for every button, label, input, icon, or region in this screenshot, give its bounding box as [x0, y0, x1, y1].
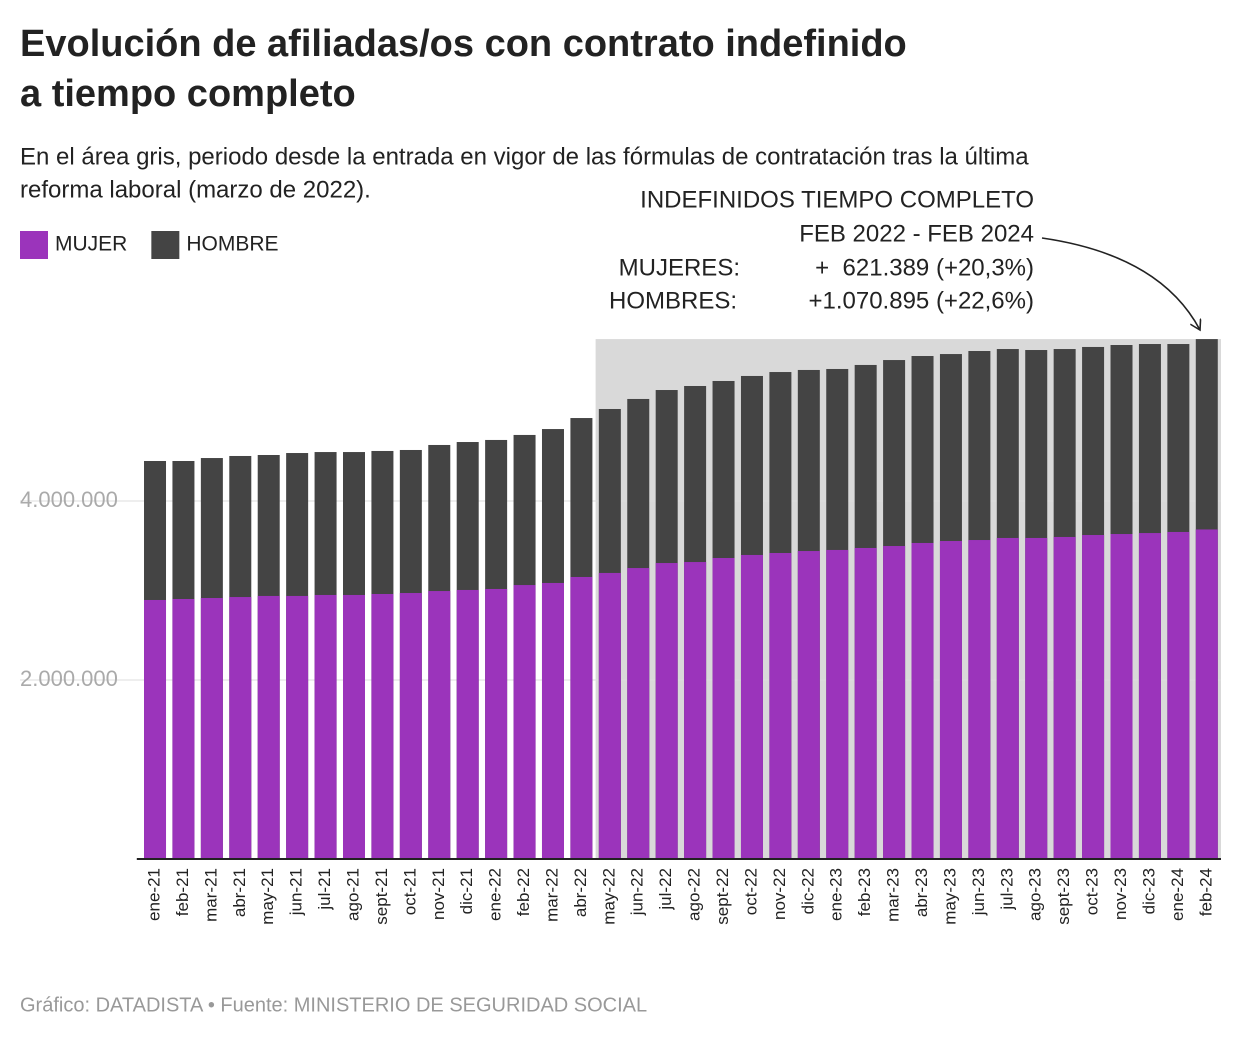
y-tick-label: 4.000.000 [20, 487, 118, 512]
bar [200, 598, 223, 859]
bar [911, 542, 934, 859]
x-tick-label: ene-22 [486, 868, 505, 921]
chart-title: Evolución de afiliadas/os con contrato i… [20, 23, 907, 65]
y-tick-label: 2.000.000 [20, 666, 118, 691]
x-tick-label: nov-22 [770, 868, 789, 920]
annotation: INDEFINIDOS TIEMPO COMPLETO [640, 186, 1034, 213]
x-tick-label: ago-21 [343, 868, 362, 921]
bar [712, 558, 735, 859]
bar [342, 594, 365, 859]
x-tick-label: abr-22 [571, 868, 590, 917]
annotation-arrow [1041, 237, 1200, 330]
bar [1167, 531, 1190, 859]
x-tick-label: mar-22 [542, 868, 561, 922]
legend-label: MUJER [55, 233, 127, 256]
legend-swatch [20, 231, 48, 259]
annotation: +1.070.895 (+22,6%) [808, 287, 1034, 314]
bar [826, 549, 849, 859]
chart-title: a tiempo completo [20, 73, 356, 115]
bar [1138, 533, 1161, 859]
x-tick-label: oct-23 [1083, 868, 1102, 915]
legend-label: HOMBRE [186, 233, 278, 256]
x-tick-label: feb-23 [855, 868, 874, 916]
x-tick-label: sept-21 [372, 868, 391, 925]
bar [684, 562, 707, 859]
x-tick-label: dic-22 [798, 868, 817, 914]
bar [1195, 529, 1218, 859]
x-tick-label: nov-23 [1111, 868, 1130, 920]
x-tick-label: sept-22 [713, 868, 732, 925]
x-tick-label: feb-22 [514, 868, 533, 916]
x-tick-label: dic-21 [457, 868, 476, 914]
bar [428, 591, 451, 859]
bar [655, 563, 678, 859]
x-tick-label: mar-23 [884, 868, 903, 922]
bar [144, 599, 167, 859]
bar [172, 599, 195, 859]
x-tick-label: ene-21 [144, 868, 163, 921]
bar [1053, 536, 1076, 859]
annotation: HOMBRES: [609, 287, 737, 314]
bar [456, 589, 479, 859]
bar [1025, 537, 1048, 859]
bar [570, 576, 593, 859]
bar [399, 593, 422, 859]
x-tick-label: nov-21 [429, 868, 448, 920]
bar [1110, 534, 1133, 859]
bar [1082, 535, 1105, 859]
x-tick-label: may-22 [599, 868, 618, 925]
subtitle: reforma laboral (marzo de 2022). [20, 176, 371, 203]
bar [883, 546, 906, 859]
x-tick-label: ago-22 [685, 868, 704, 921]
bar [740, 554, 763, 859]
bar [996, 537, 1019, 859]
bar [541, 582, 564, 859]
bar [854, 547, 877, 859]
x-tick-label: may-21 [258, 868, 277, 925]
bar [485, 588, 508, 859]
bar [797, 551, 820, 859]
bar [513, 585, 536, 859]
x-tick-label: jun-23 [969, 868, 988, 916]
x-tick-label: ene-24 [1168, 868, 1187, 921]
bar [598, 572, 621, 859]
x-tick-label: jul-23 [997, 868, 1016, 911]
x-tick-label: dic-23 [1139, 868, 1158, 914]
annotation: + 621.389 (+20,3%) [815, 254, 1034, 281]
x-tick-label: may-23 [940, 868, 959, 925]
x-tick-label: mar-21 [201, 868, 220, 922]
x-tick-label: jun-22 [628, 868, 647, 916]
x-tick-label: oct-22 [741, 868, 760, 915]
bar [257, 595, 280, 859]
bar [968, 540, 991, 859]
x-tick-label: ene-23 [827, 868, 846, 921]
x-tick-label: feb-24 [1196, 868, 1215, 916]
x-tick-label: feb-21 [173, 868, 192, 916]
subtitle: En el área gris, periodo desde la entrad… [20, 143, 1029, 170]
source: Gráfico: DATADISTA • Fuente: MINISTERIO … [20, 994, 647, 1016]
bar [769, 552, 792, 859]
bar [286, 595, 309, 859]
bar [627, 568, 650, 859]
x-tick-label: abr-23 [912, 868, 931, 917]
x-tick-label: jul-21 [315, 868, 334, 911]
annotation: MUJERES: [619, 254, 740, 281]
legend-swatch [151, 231, 180, 259]
x-tick-label: oct-21 [400, 868, 419, 915]
x-tick-label: ago-23 [1026, 868, 1045, 921]
x-tick-label: jun-21 [287, 868, 306, 916]
x-tick-label: sept-23 [1054, 868, 1073, 925]
x-tick-label: abr-21 [230, 868, 249, 917]
bar [314, 594, 337, 859]
bar [939, 541, 962, 859]
bar [371, 593, 394, 859]
x-tick-label: jul-22 [656, 868, 675, 911]
annotation: FEB 2022 - FEB 2024 [799, 220, 1034, 247]
bar [229, 597, 252, 859]
